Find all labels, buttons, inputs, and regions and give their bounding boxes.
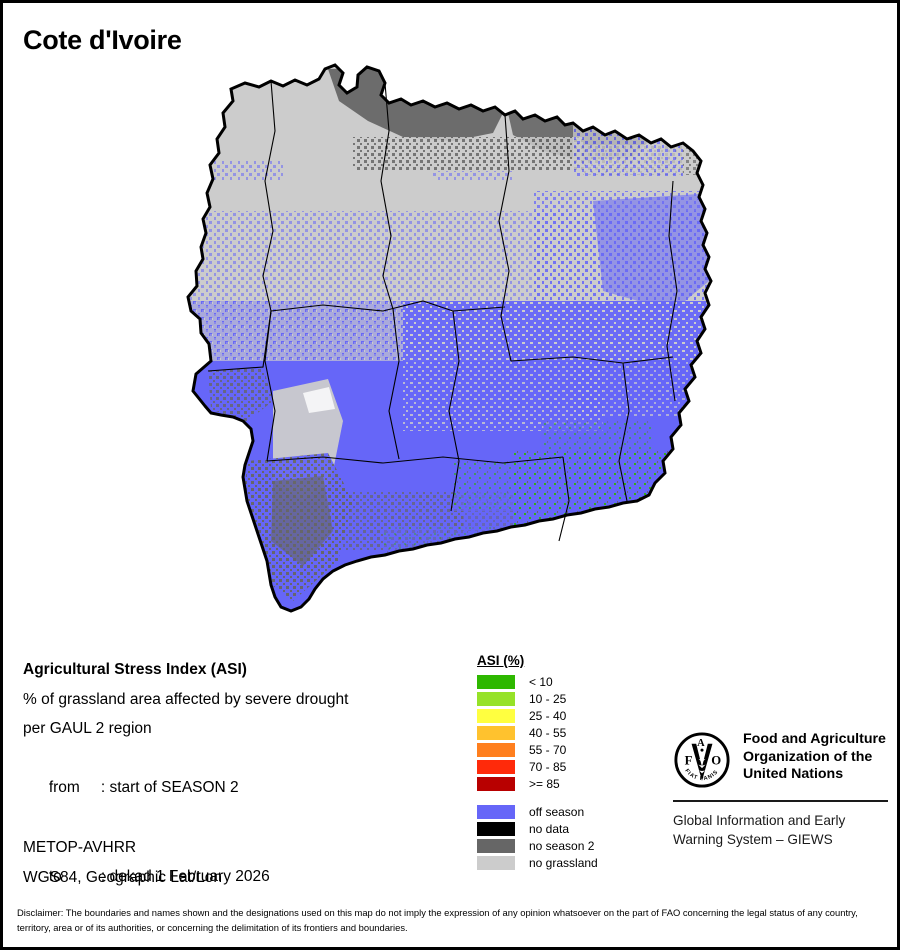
legend-row: 55 - 70: [473, 741, 643, 758]
fao-divider: [673, 800, 888, 802]
fao-organization-name: Food and Agriculture Organization of the…: [743, 731, 886, 784]
sensor-label: METOP-AVHRR: [23, 839, 137, 856]
info-to-value: : dekad 1 February 2026: [100, 867, 270, 885]
legend-swatch-status-1: [477, 821, 515, 836]
info-block: Agricultural Stress Index (ASI) % of gra…: [23, 655, 453, 921]
legend-swatch-status-2: [477, 838, 515, 853]
legend-label-asi-3: 40 - 55: [529, 725, 567, 740]
legend-row: no grassland: [473, 854, 643, 871]
legend-row: no data: [473, 820, 643, 837]
legend-title: ASI (%): [477, 653, 525, 668]
legend-swatch-asi-6: [477, 776, 515, 791]
map-svg: [186, 63, 713, 613]
map-raster-layer: [188, 65, 711, 611]
fao-org-line-1: Food and Agriculture: [743, 731, 886, 747]
legend-label-status-0: off season: [529, 804, 585, 819]
legend-row: 25 - 40: [473, 707, 643, 724]
legend-swatch-status-3: [477, 855, 515, 870]
legend-row: < 10: [473, 673, 643, 690]
giews-line-2: Warning System – GIEWS: [673, 832, 833, 847]
fao-org-line-3: United Nations: [743, 766, 844, 782]
legend-swatch-status-0: [477, 804, 515, 819]
legend-divider: [473, 792, 643, 803]
legend-row: >= 85: [473, 775, 643, 792]
legend-swatch-asi-3: [477, 725, 515, 740]
legend-label-asi-6: >= 85: [529, 776, 560, 791]
giews-line-1: Global Information and Early: [673, 813, 846, 828]
legend-swatch-asi-0: [477, 674, 515, 689]
info-from-value: : start of SEASON 2: [100, 779, 239, 796]
legend-label-asi-1: 10 - 25: [529, 691, 567, 706]
legend-row: 70 - 85: [473, 758, 643, 775]
legend-row: 40 - 55: [473, 724, 643, 741]
legend-label-asi-0: < 10: [529, 674, 553, 689]
legend-swatch-asi-4: [477, 742, 515, 757]
disclaimer-text: Disclaimer: The boundaries and names sho…: [17, 907, 858, 933]
fao-org-line-2: Organization of the: [743, 748, 873, 765]
giews-label: Global Information and Early Warning Sys…: [673, 811, 888, 849]
svg-text:O: O: [711, 754, 721, 768]
info-heading: Agricultural Stress Index (ASI): [23, 661, 247, 678]
legend-label-asi-5: 70 - 85: [529, 759, 567, 774]
fao-logo-icon: F A O FIAT PANIS: [674, 732, 730, 788]
legend-label-asi-2: 25 - 40: [529, 708, 567, 723]
svg-text:F: F: [685, 754, 693, 768]
legend-row: off season: [473, 803, 643, 820]
legend-label-status-3: no grassland: [529, 855, 598, 870]
legend: ASI (%) < 10 10 - 25 25 - 40 40 - 55 55 …: [473, 653, 643, 871]
legend-row: no season 2: [473, 837, 643, 854]
legend-label-status-1: no data: [529, 821, 570, 836]
info-to-key: to: [48, 867, 62, 885]
info-to-row: to : dekad 1 February 2026: [23, 832, 453, 921]
legend-swatch-asi-5: [477, 759, 515, 774]
info-unit: per GAUL 2 region: [23, 720, 152, 737]
admin-boundaries: [207, 80, 678, 542]
legend-row: 10 - 25: [473, 690, 643, 707]
legend-label-asi-4: 55 - 70: [529, 742, 567, 757]
page-title: Cote d'Ivoire: [23, 25, 182, 55]
legend-label-status-2: no season 2: [529, 838, 595, 853]
svg-text:A: A: [697, 738, 705, 749]
fao-header: F A O FIAT PANIS Food and Agriculture Or…: [673, 731, 888, 789]
legend-swatch-asi-1: [477, 691, 515, 706]
info-from-key: from: [48, 779, 80, 796]
projection-label: WGS84, Geographic Lat/Lon: [23, 868, 223, 886]
info-from-row: from : start of SEASON 2: [23, 744, 453, 833]
info-subtitle: % of grassland area affected by severe d…: [23, 690, 349, 708]
fao-branding: F A O FIAT PANIS Food and Agriculture Or…: [673, 731, 888, 849]
legend-swatch-asi-2: [477, 708, 515, 723]
source-block: METOP-AVHRR WGS84, Geographic Lat/Lon: [23, 833, 453, 892]
map-canvas[interactable]: [153, 61, 753, 641]
